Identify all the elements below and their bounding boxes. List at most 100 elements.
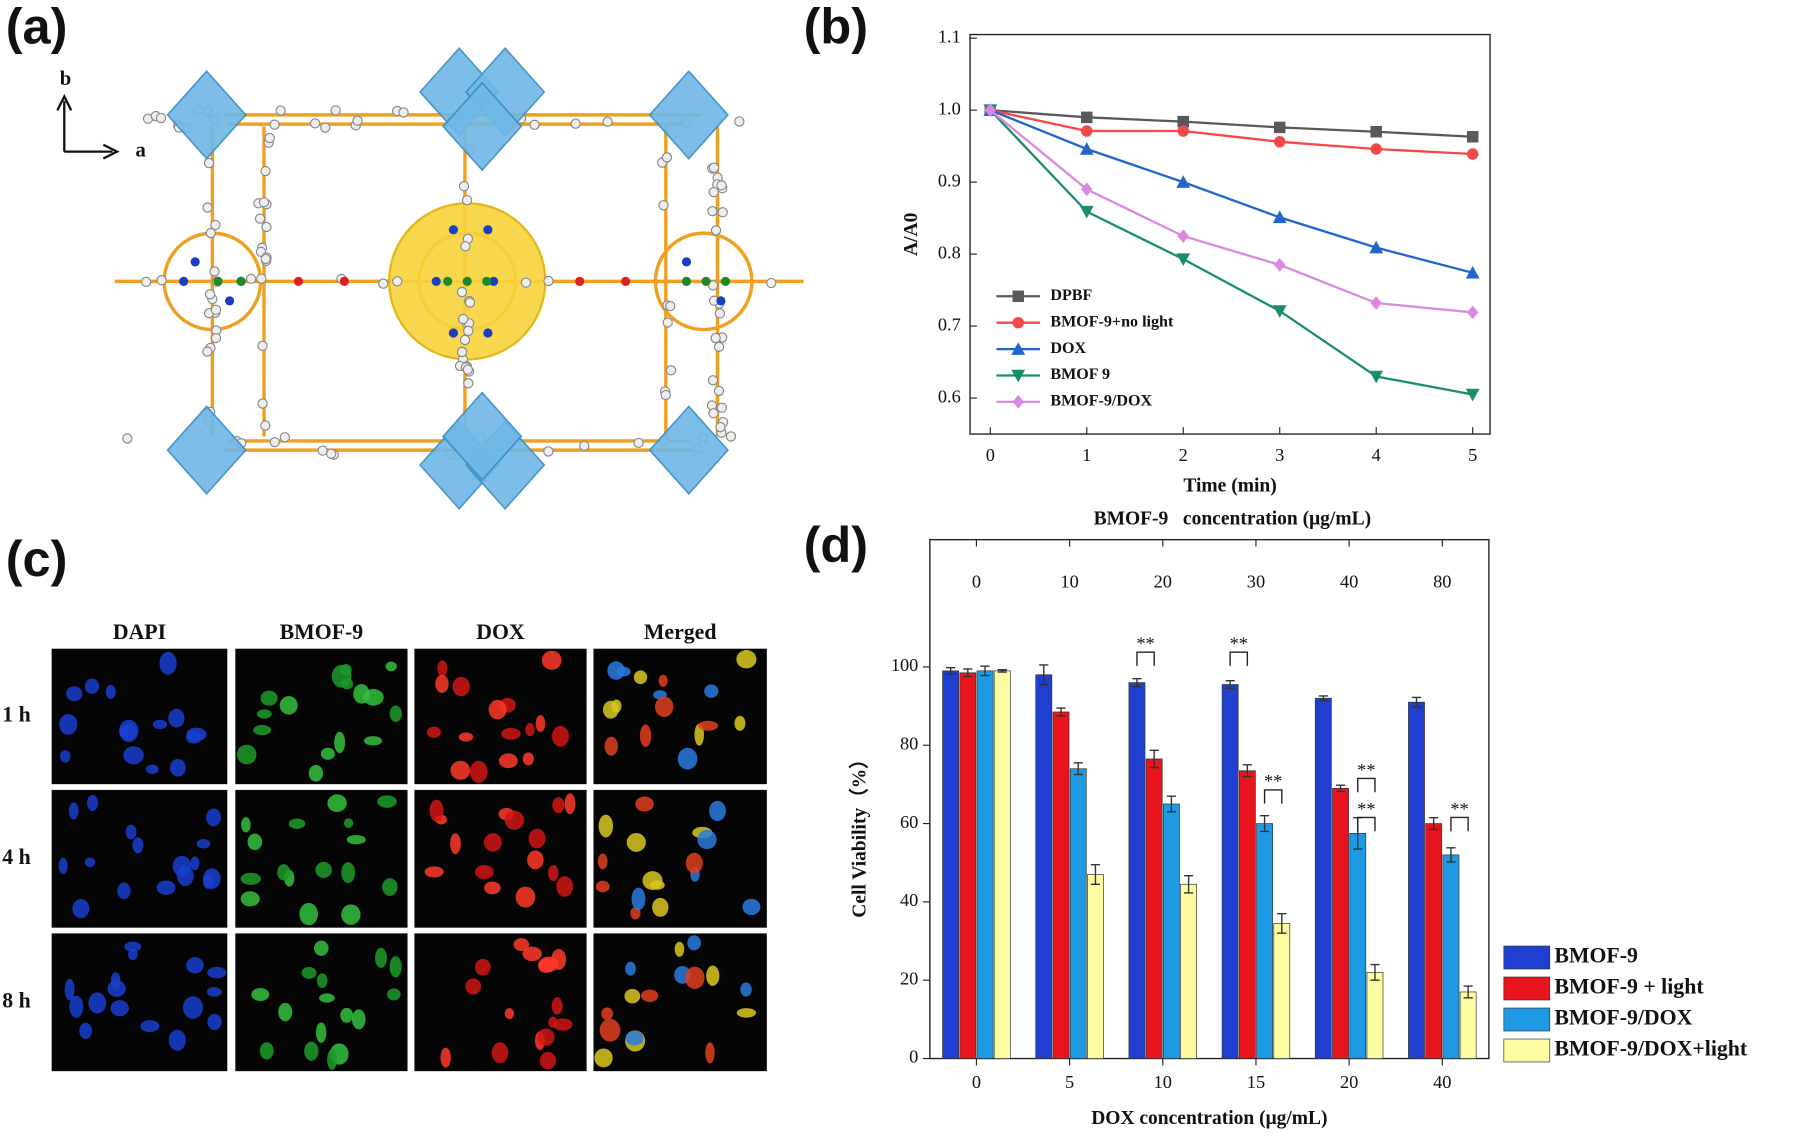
x-tick-label: 2	[1179, 445, 1188, 465]
cell	[327, 794, 347, 813]
atom	[275, 105, 286, 116]
cell	[685, 852, 703, 874]
bar	[1128, 682, 1146, 1059]
cell	[168, 1029, 186, 1051]
atom	[662, 317, 673, 328]
cell	[168, 708, 185, 728]
cell	[68, 802, 79, 820]
significance-label: **	[1357, 799, 1375, 819]
atom	[260, 253, 271, 265]
legend-label: BMOF-9/DOX	[1050, 393, 1152, 410]
atom	[352, 115, 363, 126]
o-atom	[575, 276, 585, 286]
cell	[697, 829, 717, 850]
atom	[464, 297, 476, 308]
cell	[145, 764, 159, 775]
top-tick-label: 20	[1154, 571, 1172, 591]
x-tick-label: 0	[986, 445, 995, 465]
cell	[319, 993, 335, 1003]
cell	[642, 871, 663, 891]
series-line	[989, 109, 1473, 396]
octahedron	[166, 405, 247, 496]
cell	[736, 1008, 757, 1018]
cell	[515, 886, 536, 908]
y-tick-label: 0.9	[938, 170, 961, 190]
cell	[440, 1047, 451, 1068]
atom	[766, 277, 777, 289]
cell	[105, 684, 116, 699]
cell	[525, 722, 535, 737]
cell	[537, 1028, 555, 1046]
cell	[299, 902, 318, 926]
cell	[196, 838, 211, 849]
n-atom	[483, 225, 493, 235]
cell	[320, 747, 335, 760]
cell	[655, 696, 674, 718]
series-line	[990, 108, 1473, 138]
y-axis-label: Cell Viability（%）	[847, 749, 870, 917]
cell	[382, 878, 398, 896]
cell	[539, 1051, 556, 1070]
cell	[253, 724, 272, 736]
y-tick-label: 1.1	[938, 26, 961, 46]
legend-label: BMOF-9/DOX	[1554, 1006, 1692, 1030]
bar	[1332, 787, 1349, 1059]
error-bar	[1166, 795, 1176, 813]
bar	[1145, 758, 1163, 1059]
bar	[993, 670, 1011, 1059]
top-tick-label: 30	[1247, 571, 1265, 591]
n-atom	[448, 328, 459, 338]
cell	[58, 857, 68, 875]
panel-label: (b)	[804, 0, 868, 54]
bar	[1035, 674, 1053, 1059]
atom	[710, 332, 721, 344]
y-tick-label: 40	[900, 890, 918, 910]
octahedron	[166, 69, 247, 160]
plot-frame	[929, 538, 1490, 1060]
bar	[1459, 991, 1477, 1059]
cell	[527, 850, 544, 870]
series-line	[989, 109, 1473, 274]
atom	[269, 119, 280, 130]
atom	[714, 308, 726, 319]
atom	[330, 105, 341, 116]
porphyrin-ring	[653, 231, 754, 332]
marker	[1370, 125, 1382, 138]
atom	[258, 197, 270, 208]
significance-label: **	[1357, 760, 1375, 780]
atom	[543, 446, 554, 457]
cell	[159, 651, 177, 675]
bar	[1273, 923, 1291, 1059]
cell	[315, 1022, 327, 1043]
cell	[301, 966, 317, 979]
cell	[548, 864, 559, 882]
legend-marker	[1012, 290, 1024, 303]
cell	[170, 758, 186, 777]
cell	[240, 872, 261, 885]
atom	[309, 118, 321, 129]
cell	[206, 986, 222, 997]
cell	[698, 720, 719, 731]
atom	[725, 431, 737, 442]
cell	[240, 891, 260, 907]
significance-label: **	[1136, 633, 1154, 653]
atom	[140, 276, 152, 288]
bar	[1314, 697, 1332, 1059]
y-tick-label: 0.8	[938, 242, 961, 262]
legend-marker	[1012, 316, 1024, 329]
cell	[186, 957, 204, 974]
cell	[652, 897, 669, 917]
legend-label: BMOF-9 + light	[1554, 975, 1704, 999]
cell	[551, 997, 563, 1015]
atom	[378, 278, 389, 289]
legend-label: BMOF-9	[1554, 944, 1638, 968]
cell	[553, 1018, 573, 1031]
cell	[639, 724, 652, 747]
cell	[674, 941, 685, 957]
x-tick-label: 5	[1065, 1072, 1074, 1092]
atom	[260, 420, 271, 431]
atom	[205, 227, 216, 239]
panel-label: (d)	[804, 516, 868, 573]
error-bar	[1184, 874, 1194, 894]
